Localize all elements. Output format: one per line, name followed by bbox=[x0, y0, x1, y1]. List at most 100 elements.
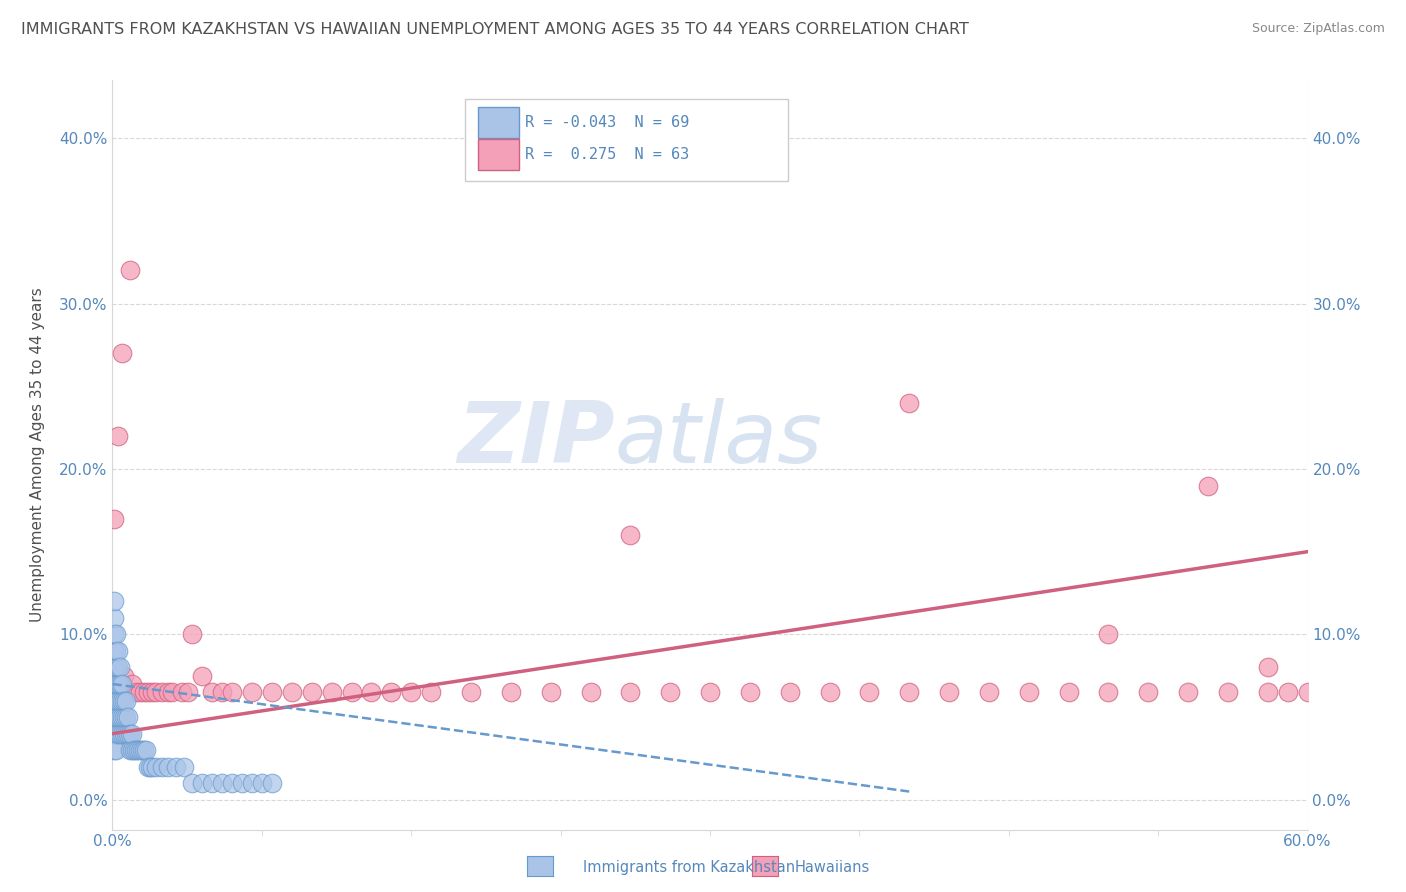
Point bbox=[1296, 685, 1319, 699]
Point bbox=[105, 677, 128, 691]
Point bbox=[105, 627, 128, 641]
Point bbox=[150, 685, 173, 699]
Point bbox=[103, 726, 125, 740]
Point bbox=[150, 760, 173, 774]
Point bbox=[114, 669, 135, 683]
Point bbox=[898, 685, 921, 699]
Point bbox=[779, 685, 801, 699]
Point bbox=[145, 685, 167, 699]
Point bbox=[579, 685, 602, 699]
Point bbox=[340, 685, 363, 699]
Point bbox=[105, 726, 128, 740]
Text: Source: ZipAtlas.com: Source: ZipAtlas.com bbox=[1251, 22, 1385, 36]
Point bbox=[103, 594, 125, 608]
Point bbox=[105, 693, 128, 707]
Point bbox=[114, 726, 135, 740]
Point bbox=[129, 685, 152, 699]
Point bbox=[172, 685, 194, 699]
Point bbox=[1057, 685, 1080, 699]
Point bbox=[1257, 685, 1279, 699]
Point bbox=[105, 660, 128, 674]
Point bbox=[111, 346, 134, 360]
Point bbox=[110, 726, 132, 740]
Point bbox=[401, 685, 423, 699]
Point bbox=[107, 429, 129, 443]
Point bbox=[110, 693, 132, 707]
Point bbox=[162, 685, 183, 699]
Point bbox=[117, 710, 139, 724]
Point bbox=[173, 760, 195, 774]
Point bbox=[103, 710, 125, 724]
Text: ZIP: ZIP bbox=[457, 399, 614, 482]
Point bbox=[107, 693, 129, 707]
Point bbox=[107, 726, 129, 740]
Point bbox=[110, 710, 132, 724]
Point bbox=[499, 685, 522, 699]
Point bbox=[117, 726, 139, 740]
Point bbox=[380, 685, 402, 699]
Point bbox=[141, 685, 163, 699]
Point bbox=[240, 685, 263, 699]
Point bbox=[110, 660, 132, 674]
Point bbox=[103, 660, 125, 674]
Point bbox=[420, 685, 443, 699]
Point bbox=[120, 743, 142, 757]
Point bbox=[138, 685, 160, 699]
Point bbox=[103, 511, 125, 525]
Point bbox=[138, 760, 160, 774]
Point bbox=[250, 776, 273, 790]
Point bbox=[201, 685, 224, 699]
Point bbox=[157, 685, 180, 699]
Point bbox=[134, 743, 156, 757]
Point bbox=[1216, 685, 1239, 699]
FancyBboxPatch shape bbox=[478, 139, 519, 170]
Point bbox=[738, 685, 761, 699]
Point bbox=[818, 685, 841, 699]
Point bbox=[111, 726, 134, 740]
Point bbox=[281, 685, 304, 699]
Point bbox=[105, 644, 128, 658]
Point bbox=[1097, 627, 1119, 641]
Point bbox=[321, 685, 343, 699]
Point bbox=[540, 685, 562, 699]
Point bbox=[460, 685, 482, 699]
Point bbox=[157, 760, 180, 774]
Point bbox=[103, 677, 125, 691]
Point bbox=[121, 743, 143, 757]
Point bbox=[121, 677, 143, 691]
Point bbox=[1137, 685, 1160, 699]
Point bbox=[121, 726, 143, 740]
Point bbox=[103, 743, 125, 757]
Point bbox=[191, 669, 214, 683]
Point bbox=[111, 677, 134, 691]
Point bbox=[1257, 660, 1279, 674]
Point bbox=[107, 677, 129, 691]
Point bbox=[125, 685, 148, 699]
Point bbox=[131, 743, 153, 757]
Point bbox=[114, 693, 135, 707]
Point bbox=[135, 743, 157, 757]
Point bbox=[141, 760, 163, 774]
Point bbox=[103, 611, 125, 625]
Point bbox=[211, 776, 233, 790]
Point bbox=[129, 743, 152, 757]
Text: Immigrants from Kazakhstan: Immigrants from Kazakhstan bbox=[583, 860, 796, 874]
Text: Hawaiians: Hawaiians bbox=[794, 860, 870, 874]
Point bbox=[201, 776, 224, 790]
Point bbox=[858, 685, 880, 699]
FancyBboxPatch shape bbox=[478, 106, 519, 138]
Point bbox=[221, 776, 243, 790]
Point bbox=[221, 685, 243, 699]
Point bbox=[139, 760, 162, 774]
Point bbox=[103, 693, 125, 707]
Text: atlas: atlas bbox=[614, 399, 823, 482]
Y-axis label: Unemployment Among Ages 35 to 44 years: Unemployment Among Ages 35 to 44 years bbox=[31, 287, 45, 623]
Point bbox=[145, 760, 167, 774]
Point bbox=[120, 726, 142, 740]
Point bbox=[107, 644, 129, 658]
Point bbox=[107, 710, 129, 724]
Point bbox=[110, 677, 132, 691]
Point bbox=[165, 760, 187, 774]
FancyBboxPatch shape bbox=[465, 99, 787, 181]
Point bbox=[124, 743, 146, 757]
